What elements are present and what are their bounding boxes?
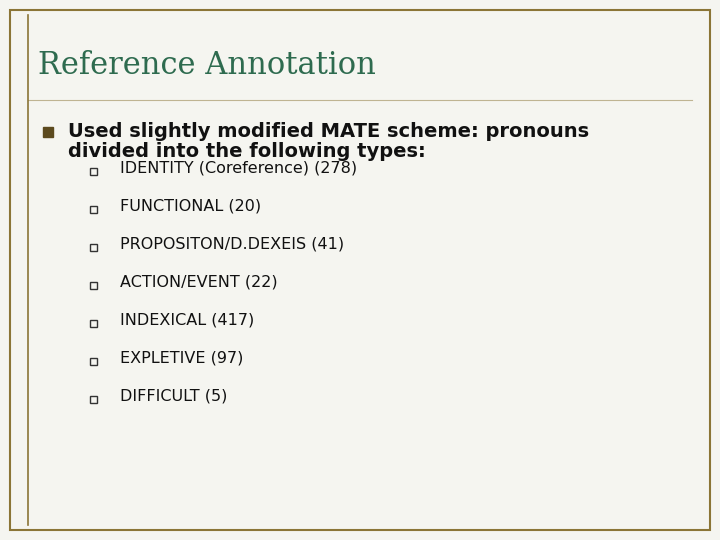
Text: divided into the following types:: divided into the following types:	[68, 142, 426, 161]
Bar	[90, 168, 97, 175]
Text: Reference Annotation: Reference Annotation	[38, 50, 376, 81]
Bar	[90, 282, 97, 289]
Text: ACTION/EVENT (22): ACTION/EVENT (22)	[120, 274, 278, 289]
Text: FUNCTIONAL (20): FUNCTIONAL (20)	[120, 199, 261, 213]
Text: Used slightly modified MATE scheme: pronouns: Used slightly modified MATE scheme: pron…	[68, 122, 589, 141]
Text: IDENTITY (Coreference) (278): IDENTITY (Coreference) (278)	[120, 160, 357, 176]
Bar	[90, 206, 97, 213]
Bar	[90, 244, 97, 251]
Bar	[90, 396, 97, 403]
Bar	[90, 358, 97, 365]
Bar	[90, 320, 97, 327]
Text: DIFFICULT (5): DIFFICULT (5)	[120, 388, 228, 403]
Text: EXPLETIVE (97): EXPLETIVE (97)	[120, 350, 243, 366]
Text: PROPOSITON/D.DEXEIS (41): PROPOSITON/D.DEXEIS (41)	[120, 237, 344, 252]
Text: INDEXICAL (417): INDEXICAL (417)	[120, 313, 254, 327]
